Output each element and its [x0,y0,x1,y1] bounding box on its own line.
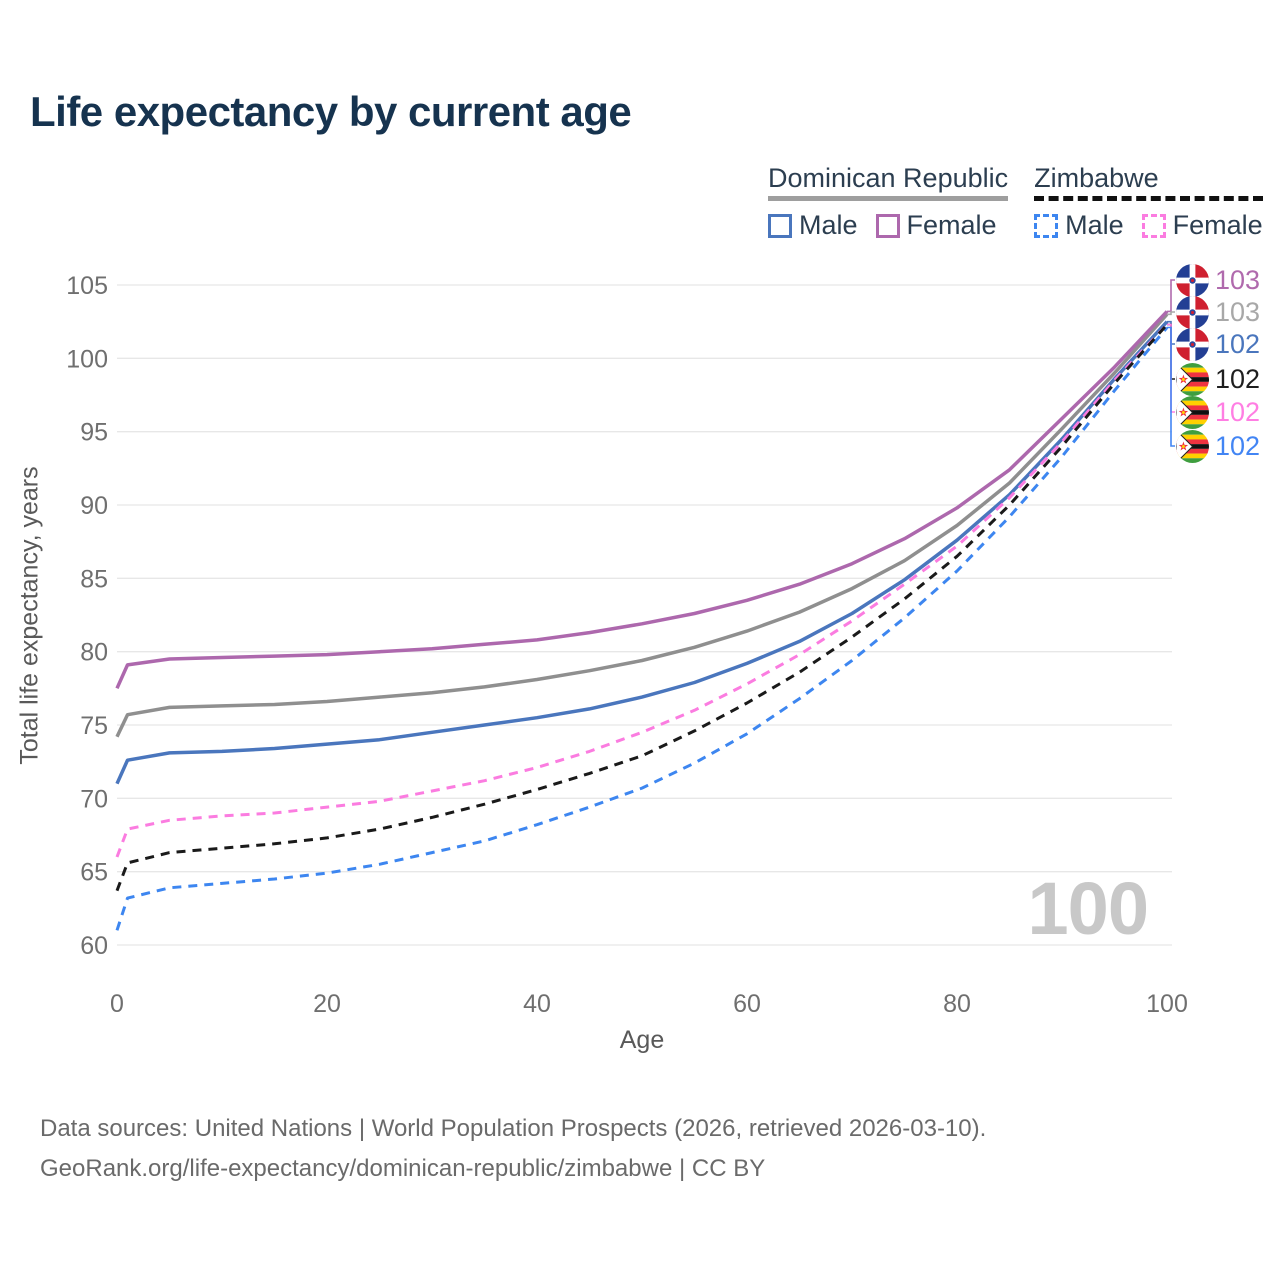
legend-country-zimbabwe[interactable]: Zimbabwe [1034,163,1263,201]
y-tick-75: 75 [80,712,108,740]
legend-label-dr-male: Male [799,210,858,240]
y-tick-80: 80 [80,639,108,667]
x-axis-title: Age [619,1026,665,1054]
annotation-row: 103 [1176,264,1260,297]
annotation-value: 102 [1215,430,1261,461]
annotation-row: 103 [1176,296,1260,329]
legend-label-zw-female: Female [1172,210,1263,240]
footer-data-sources: Data sources: United Nations | World Pop… [40,1115,987,1142]
legend-checkbox-zw-female-icon[interactable] [1141,213,1166,238]
footer: Data sources: United Nations | World Pop… [40,1109,986,1189]
dominican-republic-flag-icon [1176,264,1209,297]
zimbabwe-flag-icon [1176,396,1209,429]
x-tick-0: 0 [110,990,124,1018]
y-tick-70: 70 [80,785,108,813]
page-title: Life expectancy by current age [30,88,632,135]
legend-checkbox-dr-female-icon[interactable] [875,213,900,238]
legend-checkbox-dr-male-icon[interactable] [768,213,792,238]
annotation-value: 102 [1215,363,1261,394]
annotation-connector-dr_female [1167,279,1175,313]
dominican-republic-flag-icon [1176,328,1209,361]
y-tick-100: 100 [66,345,108,373]
legend-label-zw-male: Male [1065,210,1124,240]
series-zw_male[interactable] [115,326,1169,931]
annotation-value: 103 [1215,264,1261,295]
legend-group-zimbabwe: Zimbabwe Male Female [1034,163,1263,241]
legend-group-dominican-republic: Dominican Republic Male Female [768,163,1009,241]
y-axis-title: Total life expectancy, years [15,466,44,765]
series-dr_male[interactable] [115,320,1169,785]
annotation-value: 102 [1215,328,1261,359]
y-tick-85: 85 [80,565,108,593]
annotation-row: 102 [1176,363,1260,396]
annotation-row: 102 [1176,396,1260,429]
legend-item-zw-male[interactable]: Male [1034,210,1124,241]
y-tick-90: 90 [80,492,108,520]
annotation-row: 102 [1176,328,1260,361]
annotation-connector-dr_both [1167,311,1175,316]
legend: Dominican Republic Male Female Zimbabwe … [768,163,1263,241]
zimbabwe-flag-icon [1176,430,1209,463]
annotation-row: 102 [1176,430,1260,463]
y-tick-65: 65 [80,859,108,887]
zimbabwe-flag-icon [1176,363,1209,396]
annotation-value: 102 [1215,396,1261,427]
x-tick-100: 100 [1146,990,1188,1018]
series-dr_female[interactable] [115,310,1169,690]
series-dr_both[interactable] [115,313,1169,738]
legend-item-zw-female[interactable]: Female [1141,210,1263,241]
x-tick-80: 80 [943,990,971,1018]
x-tick-60: 60 [733,990,761,1018]
dominican-republic-flag-icon [1176,296,1209,329]
series-zw_both[interactable] [115,323,1169,892]
series-zw_female[interactable] [115,323,1169,858]
x-tick-20: 20 [313,990,341,1018]
y-tick-105: 105 [66,272,108,300]
y-tick-60: 60 [80,932,108,960]
x-tick-40: 40 [523,990,551,1018]
legend-item-dr-female[interactable]: Female [875,210,997,241]
legend-item-dr-male[interactable]: Male [768,210,858,241]
age-watermark: 100 [1027,867,1149,950]
legend-checkbox-zw-male-icon[interactable] [1034,213,1059,238]
annotation-connector-zw_male [1167,326,1175,447]
legend-label-dr-female: Female [906,210,997,240]
y-tick-95: 95 [80,419,108,447]
footer-attribution: GeoRank.org/life-expectancy/dominican-re… [40,1155,766,1182]
legend-country-dominican-republic[interactable]: Dominican Republic [768,163,1009,201]
annotation-value: 103 [1215,296,1261,327]
